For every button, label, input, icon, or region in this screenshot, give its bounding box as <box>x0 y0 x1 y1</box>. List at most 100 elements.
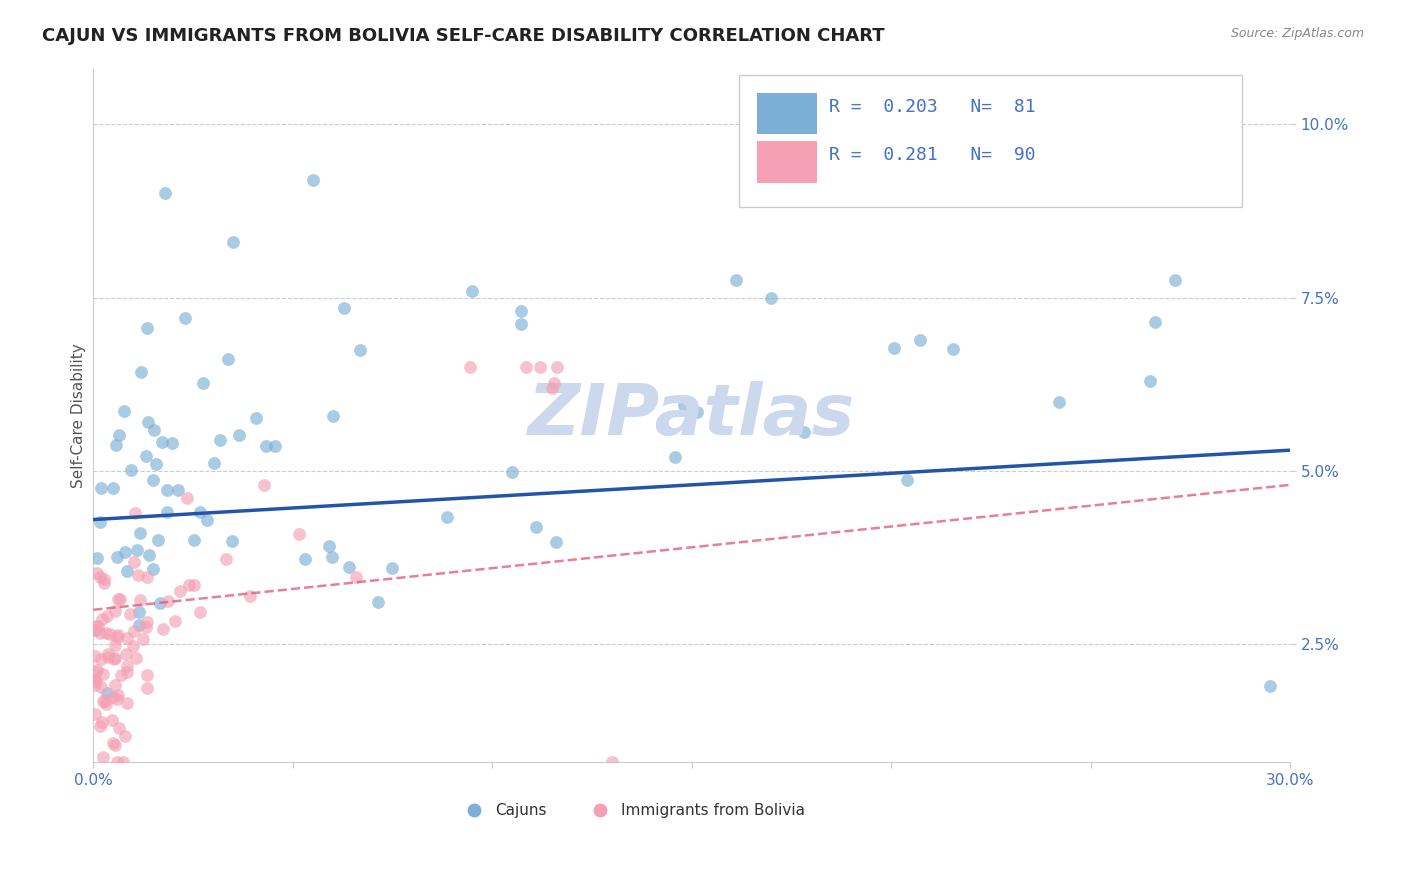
Point <box>217 351 239 366</box>
Point <box>107 688 129 702</box>
Point <box>152 622 174 636</box>
Point <box>93 694 115 708</box>
Point <box>173 311 195 326</box>
Point <box>84 673 107 688</box>
Point <box>101 713 124 727</box>
Point <box>84 678 107 692</box>
Point <box>84 623 107 637</box>
Point <box>188 505 211 519</box>
Point <box>761 291 783 305</box>
Point <box>93 572 115 586</box>
Point <box>502 466 524 480</box>
Point <box>156 505 179 519</box>
Point <box>111 756 134 770</box>
Point <box>128 618 150 632</box>
Point <box>349 343 371 358</box>
Point <box>115 631 138 645</box>
Point <box>128 605 150 619</box>
Point <box>1040 117 1063 131</box>
Point <box>239 590 262 604</box>
Point <box>150 434 173 449</box>
Point <box>188 605 211 619</box>
Point <box>288 527 311 541</box>
Point <box>89 515 111 529</box>
Point <box>100 627 122 641</box>
Text: R =  0.281   N=  90: R = 0.281 N= 90 <box>830 146 1036 164</box>
Point <box>142 562 165 576</box>
Point <box>664 450 686 464</box>
Point <box>86 550 108 565</box>
Point <box>125 650 148 665</box>
Point <box>162 436 184 450</box>
Point <box>104 677 127 691</box>
Point <box>136 570 159 584</box>
Point <box>101 736 124 750</box>
Point <box>84 665 107 680</box>
Point <box>195 513 218 527</box>
Point <box>1139 374 1161 388</box>
Point <box>337 560 360 574</box>
Text: R =  0.203   N=  81: R = 0.203 N= 81 <box>830 98 1036 116</box>
Point <box>1047 394 1070 409</box>
Point <box>515 359 537 374</box>
Point <box>90 481 112 495</box>
Point <box>183 533 205 548</box>
Point <box>104 638 127 652</box>
Point <box>118 607 141 622</box>
Point <box>84 624 107 638</box>
Point <box>112 404 135 418</box>
Point <box>132 632 155 646</box>
Point <box>1258 679 1281 693</box>
Point <box>1164 272 1187 286</box>
Point <box>84 649 107 664</box>
Point <box>138 548 160 562</box>
Point <box>107 628 129 642</box>
Point <box>149 596 172 610</box>
Point <box>91 714 114 729</box>
Point <box>93 576 115 591</box>
Point <box>167 483 190 497</box>
Point <box>135 450 157 464</box>
Point <box>153 186 176 201</box>
Point <box>142 474 165 488</box>
Point <box>724 273 747 287</box>
Point <box>122 624 145 639</box>
Point <box>1144 314 1167 328</box>
Point <box>546 359 568 374</box>
Point <box>91 694 114 708</box>
Point <box>672 398 695 412</box>
Point <box>86 566 108 580</box>
Point <box>458 359 481 374</box>
Point <box>526 519 548 533</box>
Point <box>332 301 354 315</box>
Point <box>541 381 564 395</box>
Point <box>110 667 132 681</box>
Point <box>183 578 205 592</box>
Point <box>461 284 484 298</box>
Point <box>96 686 118 700</box>
Point <box>89 719 111 733</box>
Point <box>509 317 531 331</box>
Point <box>163 614 186 628</box>
Point <box>245 411 267 425</box>
Point <box>193 376 215 390</box>
Point <box>105 549 128 564</box>
Point <box>177 578 200 592</box>
Point <box>544 534 567 549</box>
Point <box>436 510 458 524</box>
Point <box>101 481 124 495</box>
FancyBboxPatch shape <box>740 76 1241 207</box>
FancyBboxPatch shape <box>758 141 817 183</box>
Point <box>543 376 565 391</box>
Point <box>122 640 145 654</box>
Point <box>90 652 112 666</box>
Point <box>115 665 138 679</box>
Point <box>169 583 191 598</box>
Point <box>136 415 159 429</box>
Point <box>208 433 231 447</box>
Point <box>128 526 150 541</box>
Legend: Cajuns, Immigrants from Bolivia: Cajuns, Immigrants from Bolivia <box>453 797 811 824</box>
Point <box>89 625 111 640</box>
Point <box>96 697 118 711</box>
Point <box>143 423 166 437</box>
